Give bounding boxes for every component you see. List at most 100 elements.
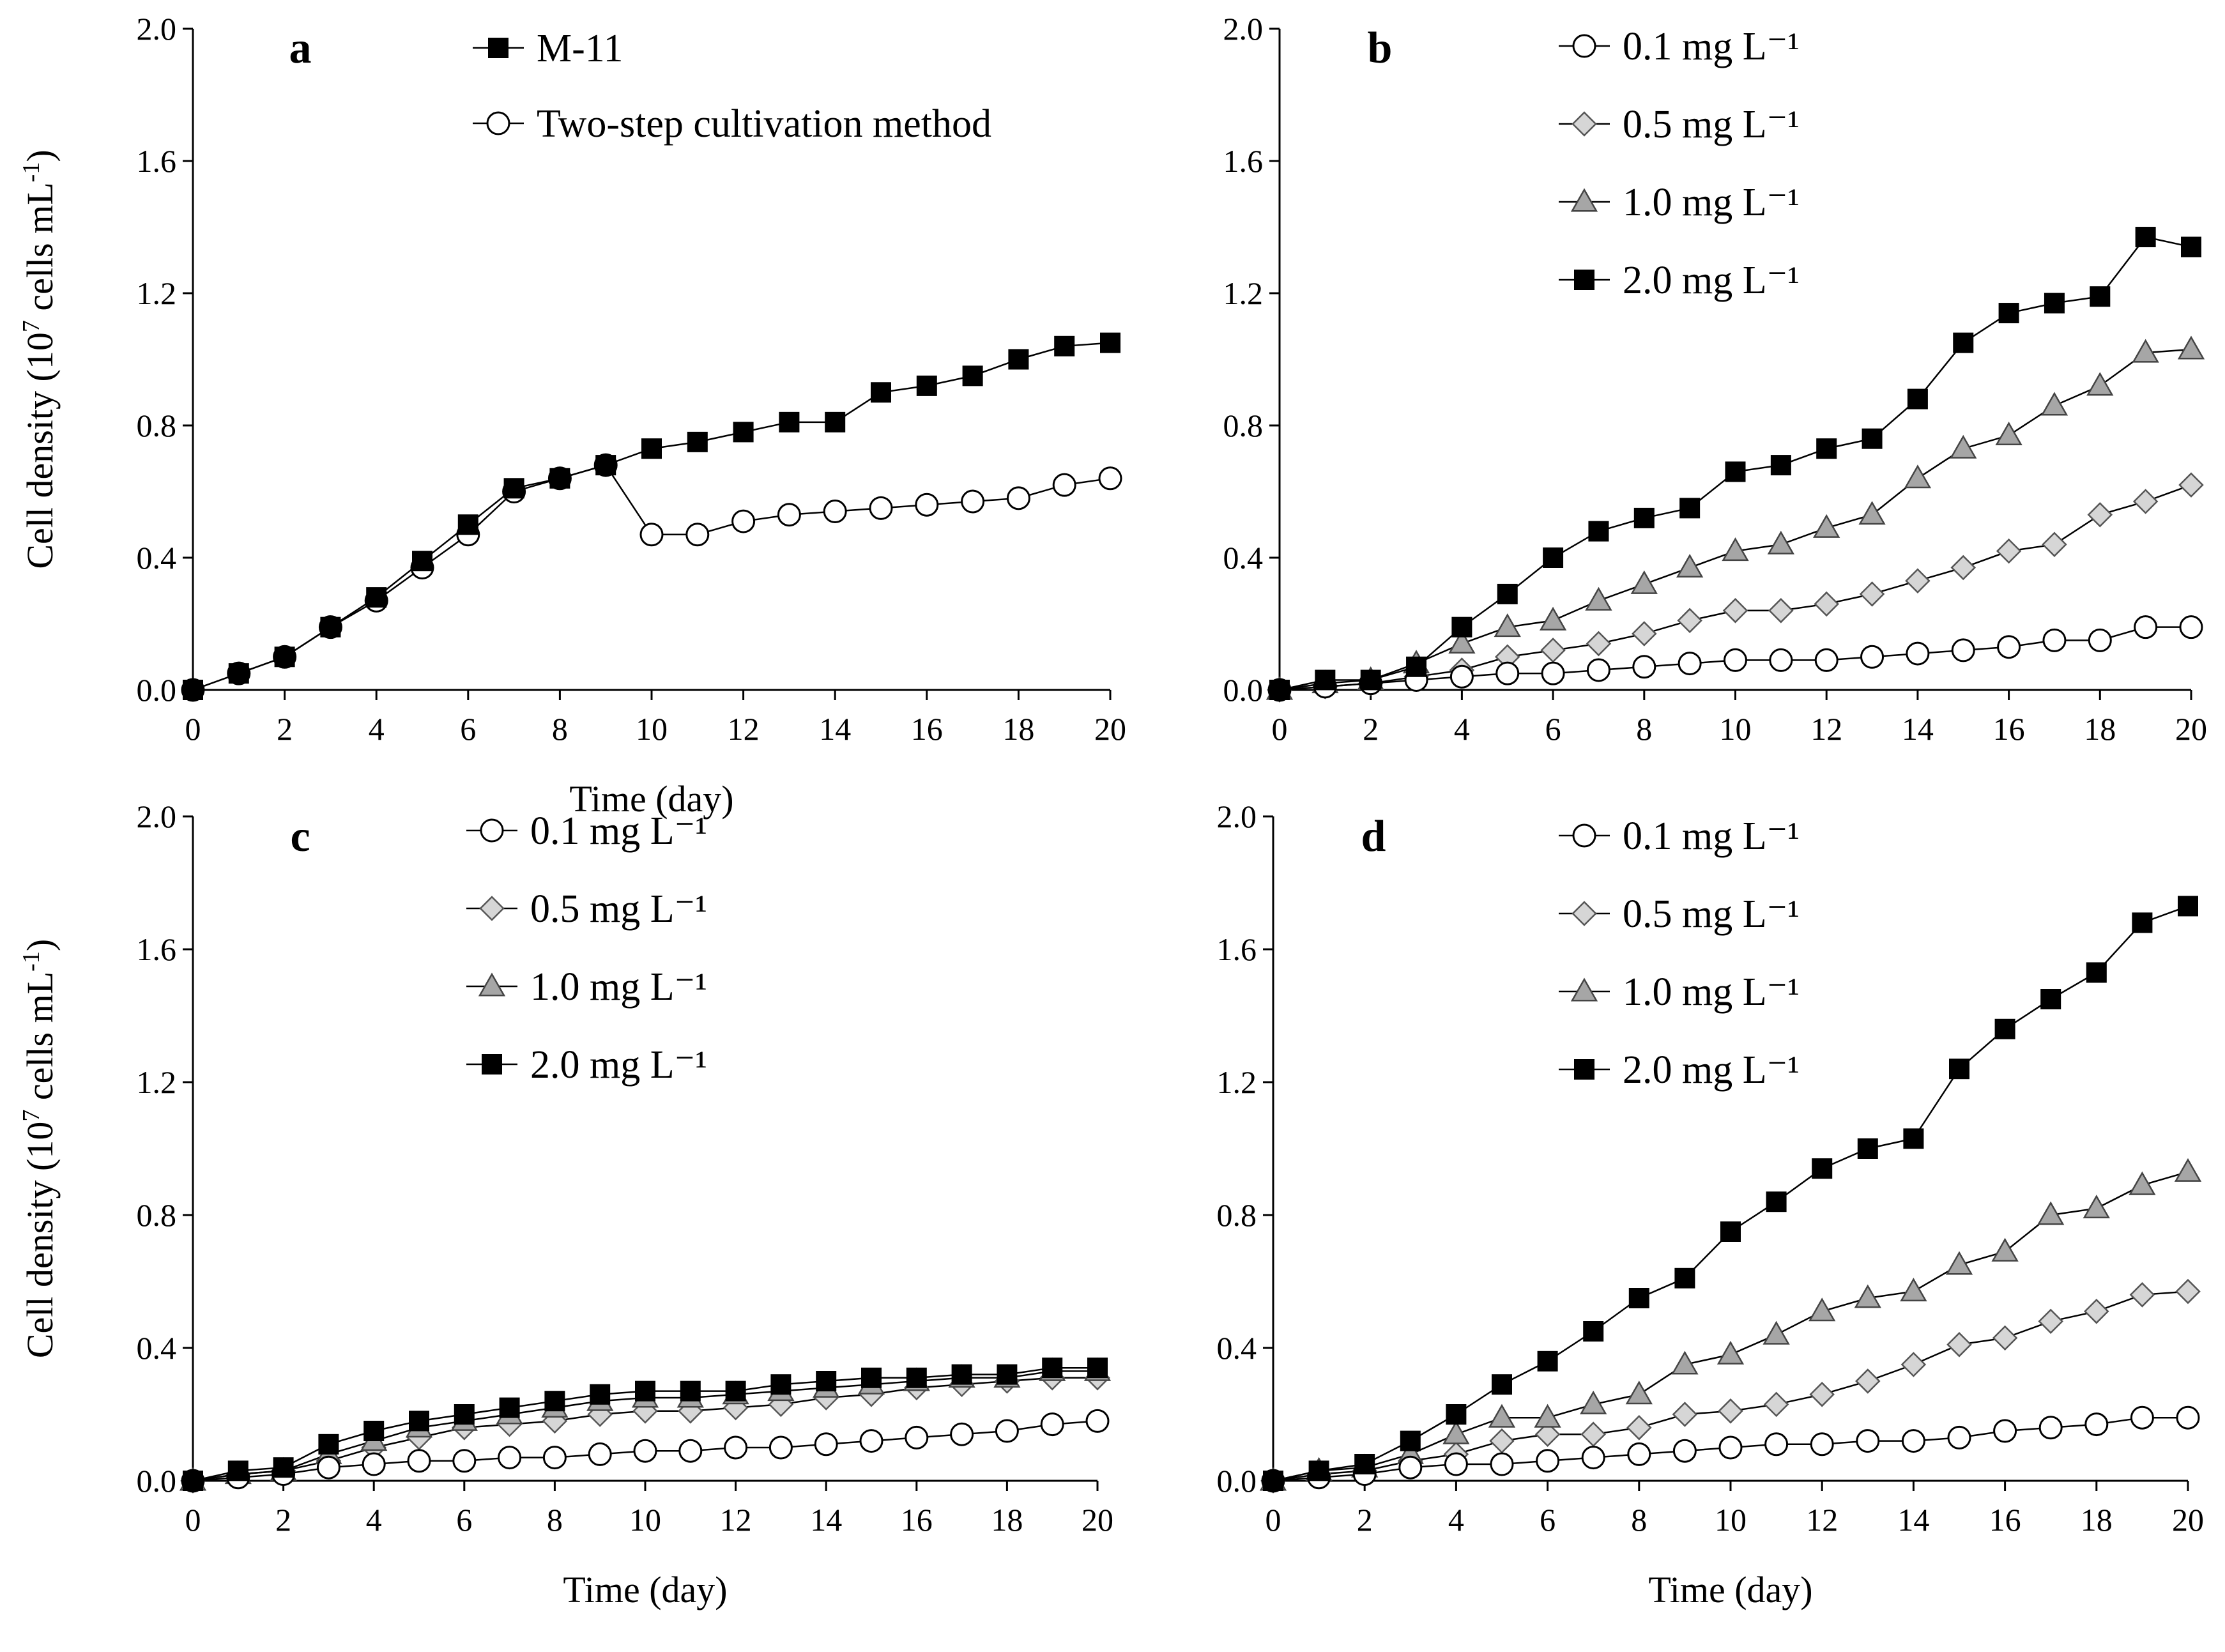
data-point [1627,1442,1651,1466]
data-point [1858,501,1886,525]
legend-label: 2.0 mg L⁻¹ [530,1043,707,1087]
data-point [1901,1429,1925,1453]
x-tick-label: 16 [911,711,943,747]
data-point [499,1397,520,1418]
x-tick-label: 6 [460,711,476,747]
data-point [1586,631,1612,657]
legend-marker [1572,34,1596,58]
x-tick-label: 2 [277,711,293,747]
data-point [2130,1405,2154,1430]
data-point [2178,896,2198,917]
data-point [1451,616,1472,638]
data-point [685,523,710,547]
data-point [2177,335,2205,360]
data-point [1997,635,2021,659]
y-tick-label: 1.2 [1223,275,1264,311]
data-point [1770,455,1791,476]
data-point [457,514,478,535]
data-point [816,1371,837,1391]
data-point [633,1439,657,1463]
data-point [1442,1420,1470,1444]
legend-label: 0.5 mg L⁻¹ [530,887,707,931]
data-point [1812,1158,1833,1179]
data-point [1763,1391,1789,1418]
data-point [1953,332,1974,353]
y-tick-label: 1.6 [1217,931,1257,967]
data-point [320,616,341,638]
legend-label: 2.0 mg L⁻¹ [1623,259,1800,302]
data-point [1994,1018,2015,1039]
legend-label: Two-step cultivation method [537,102,991,146]
data-point [871,382,891,403]
data-point [1722,537,1749,562]
data-point [316,1455,340,1480]
legend-marker [1570,188,1598,212]
data-point [825,411,846,432]
data-point [2086,372,2114,396]
data-point [1725,461,1746,482]
x-tick-label: 4 [1448,1502,1464,1538]
data-point [2086,962,2107,983]
data-point [1541,661,1565,685]
data-point [1717,1340,1745,1365]
data-point [2134,615,2158,639]
x-tick-label: 20 [1082,1502,1113,1538]
legend-marker [488,38,508,58]
data-point [1315,669,1336,691]
y-tick-label: 0.0 [1223,672,1264,708]
data-point [1857,1138,1878,1159]
data-point [1949,1059,1969,1080]
data-point [2132,912,2153,933]
data-point [1808,1297,1836,1322]
x-tick-label: 0 [185,1502,201,1538]
legend-marker [482,1054,502,1075]
data-point [1947,1425,1971,1449]
data-point [2042,532,2067,558]
data-point [1672,1402,1698,1427]
data-point [588,1442,612,1466]
data-point [961,489,985,514]
legend-label: 0.1 mg L⁻¹ [1623,815,1800,858]
data-point [544,1391,565,1412]
data-point [1718,1435,1743,1460]
data-point [1855,1368,1881,1394]
y-tick-label: 2.0 [1217,799,1257,834]
data-point [768,1435,793,1460]
data-point [1766,1191,1787,1212]
data-point [861,1367,882,1388]
data-point [1903,1128,1924,1149]
data-point [1042,1358,1063,1379]
data-point [680,1380,701,1402]
data-point [2084,1412,2109,1437]
data-point [950,1422,974,1446]
data-point [1676,554,1704,578]
x-axis-label: Time (day) [563,1569,727,1610]
x-tick-label: 18 [2081,1502,2113,1538]
legend-label: 1.0 mg L⁻¹ [1623,181,1800,224]
data-point [1054,335,1075,356]
data-point [1816,438,1837,459]
panel-c: 0.0 0.4 0.8 1.2 1.6 2.0 0 2 4 6 8 10 12 14 16 18 20 Time … [18,799,1113,1610]
panel-letter: a [289,24,312,73]
x-tick-label: 12 [1810,711,1842,747]
data-point [678,1439,703,1463]
data-point [1446,1404,1467,1425]
x-tick-label: 6 [1545,711,1561,747]
x-tick-label: 8 [547,1502,563,1538]
data-point [1678,652,1702,676]
data-point [1998,303,2019,324]
data-point [366,587,387,608]
data-point [1448,630,1476,654]
data-point [1052,473,1076,497]
series-M-11 [183,332,1120,700]
data-point [2087,501,2113,528]
data-point [183,680,203,700]
data-point [549,468,570,489]
x-tick-label: 16 [1989,1502,2021,1538]
data-point [2132,489,2159,514]
data-point [1950,434,1977,459]
y-tick-label: 1.2 [137,275,177,311]
data-point [1444,1452,1468,1476]
data-point [1398,1455,1423,1480]
data-point [595,455,616,476]
